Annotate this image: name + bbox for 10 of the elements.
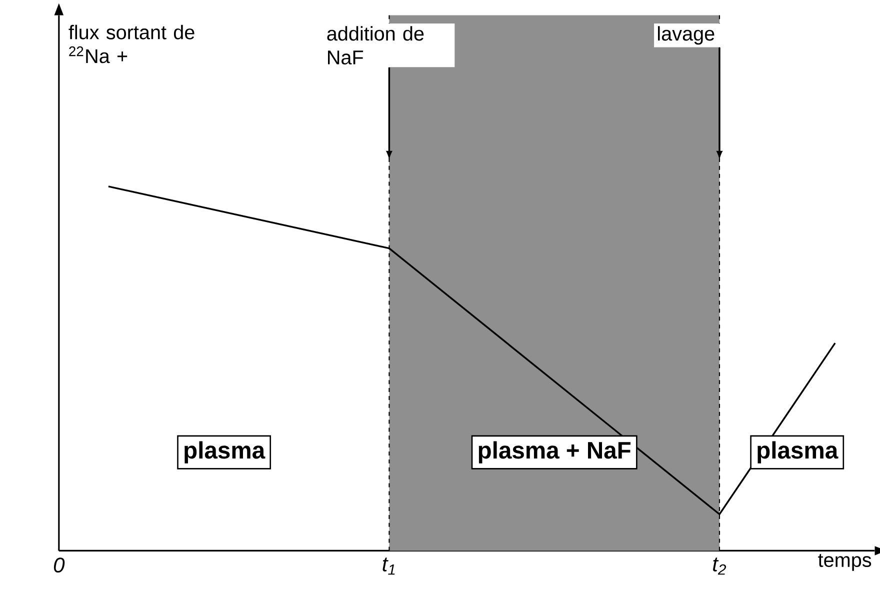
x-axis-title: temps — [818, 554, 872, 571]
x-tick-label: t$_{2}$ — [713, 558, 726, 575]
text: flux sortant de $^{22}$Na + — [68, 24, 194, 64]
x-tick-label: t$_{1}$ — [382, 558, 395, 575]
annotation: plasma + NaF — [478, 441, 630, 464]
annotation: plasma — [758, 441, 838, 464]
annotation: plasma — [184, 441, 266, 464]
x-tick-label: 0 — [54, 558, 65, 573]
ref-line-label: addition de NaF — [327, 26, 424, 64]
ref-line-label: lavage — [658, 26, 714, 45]
